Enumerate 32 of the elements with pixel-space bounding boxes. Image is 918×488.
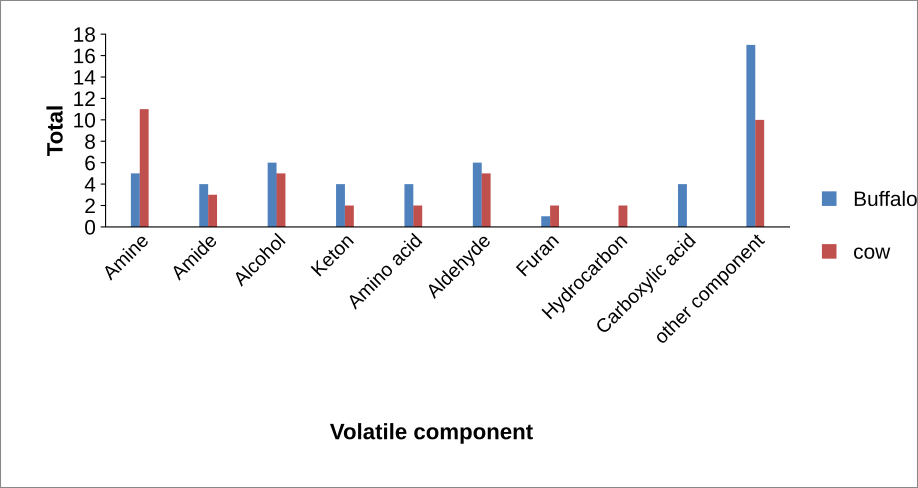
bar <box>276 173 286 227</box>
y-tick-label: 6 <box>85 156 95 170</box>
y-tick-label: 4 <box>84 177 96 192</box>
bar <box>404 184 414 227</box>
bar <box>678 184 687 227</box>
y-tick-label: 8 <box>85 134 95 150</box>
y-axis-title: Total <box>46 106 63 156</box>
bar <box>140 109 149 227</box>
y-tick-label: 0 <box>85 220 96 235</box>
bar <box>541 216 550 227</box>
y-tick-label: 14 <box>74 70 96 85</box>
bar <box>550 206 559 227</box>
y-tick-label: 12 <box>74 91 95 106</box>
bar <box>746 44 756 227</box>
bar <box>199 184 208 227</box>
legend-label: Buffalo <box>854 190 917 206</box>
bar <box>344 206 354 227</box>
bar <box>336 184 345 227</box>
legend-label: cow <box>854 247 890 259</box>
bar <box>413 206 422 227</box>
bar <box>472 162 482 227</box>
y-tick-label: 18 <box>74 27 95 42</box>
bar <box>755 120 764 227</box>
y-tick-label: 16 <box>74 48 95 64</box>
bar <box>618 206 628 227</box>
bar <box>208 194 218 227</box>
bar <box>482 173 491 227</box>
y-tick-label: 10 <box>74 112 96 128</box>
bar <box>268 162 277 227</box>
y-tick-label: 2 <box>85 198 95 214</box>
x-axis-title: Volatile component <box>330 423 533 444</box>
bar <box>130 173 140 227</box>
